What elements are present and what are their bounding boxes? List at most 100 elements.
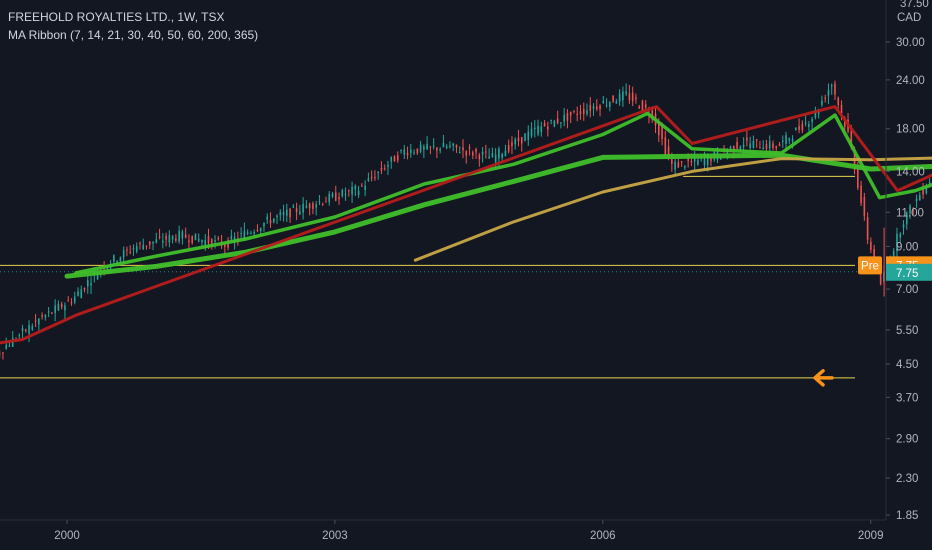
candle-body — [912, 208, 915, 210]
candle-body — [772, 143, 774, 148]
candle-body — [70, 302, 73, 304]
candle-body — [207, 236, 210, 244]
arrow-left-icon[interactable] — [813, 369, 834, 387]
candle-body — [726, 150, 729, 154]
candle-body — [573, 111, 575, 113]
candle-body — [644, 104, 647, 108]
candle-body — [595, 106, 598, 110]
candle-body — [824, 97, 826, 99]
candle-body — [197, 238, 200, 242]
candle-body — [504, 150, 507, 157]
candle-body — [462, 147, 464, 151]
candle-body — [328, 193, 331, 203]
candle-body — [86, 280, 89, 287]
candle-body — [775, 146, 778, 149]
candle-body — [569, 111, 572, 116]
candle-body — [419, 144, 422, 152]
candle-body — [83, 288, 86, 290]
candle-body — [928, 181, 931, 184]
candle-body — [184, 234, 187, 238]
candle-body — [690, 161, 693, 163]
candle-body — [530, 128, 533, 136]
candle-body — [11, 338, 14, 347]
candle-body — [749, 143, 751, 148]
candle-body — [762, 147, 764, 150]
candle-body — [119, 257, 122, 262]
candle-body — [919, 195, 921, 201]
price-tick-label: 14.00 — [896, 166, 925, 178]
candle-body — [442, 142, 445, 148]
candle-body — [657, 122, 660, 136]
candle-body — [481, 151, 484, 155]
candle-body — [90, 283, 92, 286]
candle-body — [609, 102, 611, 107]
price-tick-label: 1.85 — [896, 510, 918, 522]
candle-body — [661, 126, 663, 140]
candle-body — [34, 320, 37, 322]
candle-body — [866, 217, 869, 240]
candle-body — [905, 212, 908, 225]
candle-body — [279, 212, 282, 216]
candle-body — [925, 187, 928, 194]
indicator-label[interactable]: MA Ribbon (7, 14, 21, 30, 40, 50, 60, 20… — [8, 28, 259, 42]
candle-body — [165, 235, 167, 240]
time-tick-label: 2009 — [858, 530, 884, 542]
candle-body — [602, 100, 605, 104]
candle-body — [387, 164, 389, 167]
candle-body — [537, 125, 539, 135]
candle-body — [429, 146, 432, 148]
price-tick-label-partial: 37.50 — [900, 0, 929, 10]
candle-body — [804, 122, 807, 124]
candle-body — [498, 148, 500, 159]
candle-body — [664, 137, 667, 155]
candle-body — [348, 190, 350, 192]
symbol-title[interactable]: FREEHOLD ROYALTIES LTD., 1W, TSX — [8, 10, 225, 24]
candle-body — [8, 345, 11, 347]
ma-green-fast-line — [74, 111, 932, 275]
candle-body — [383, 168, 386, 170]
candle-body — [449, 145, 451, 147]
candle-body — [517, 137, 520, 142]
candle-body — [243, 230, 246, 241]
candle-body — [400, 150, 402, 152]
candle-body — [269, 219, 272, 224]
last-price-badge-value: 7.75 — [896, 268, 918, 280]
candle-body — [860, 185, 862, 204]
candle-body — [204, 239, 207, 245]
candle-body — [641, 100, 644, 111]
candle-body — [540, 126, 543, 132]
horizontal-lines — [0, 175, 886, 379]
candle-body — [351, 186, 353, 195]
candle-body — [576, 113, 579, 116]
candle-body — [331, 193, 334, 197]
candle-body — [126, 249, 128, 251]
currency-label: CAD — [897, 12, 921, 24]
candle-body — [321, 203, 324, 205]
candle-body — [827, 90, 830, 96]
candle-body — [687, 158, 689, 162]
candle-body — [129, 251, 131, 253]
candle-body — [710, 158, 712, 162]
candle-body — [566, 113, 569, 121]
candle-body — [879, 267, 882, 285]
candle-body — [194, 233, 197, 241]
candle-body — [586, 110, 588, 114]
candle-body — [755, 139, 758, 141]
candle-body — [80, 289, 83, 299]
candle-body — [410, 149, 412, 154]
candle-body — [286, 209, 288, 216]
candle-body — [840, 105, 843, 114]
candle-body — [426, 143, 428, 150]
candle-body — [527, 131, 530, 140]
candle-body — [305, 205, 308, 208]
candle-body — [390, 156, 393, 162]
candle-body — [768, 141, 771, 149]
candle-body — [370, 177, 373, 179]
candle-body — [439, 148, 441, 151]
candle-body — [201, 240, 203, 242]
price-tick-label: 9.00 — [896, 241, 918, 253]
candle-body — [315, 204, 317, 208]
candle-body — [38, 318, 40, 325]
candle-body — [299, 211, 301, 214]
